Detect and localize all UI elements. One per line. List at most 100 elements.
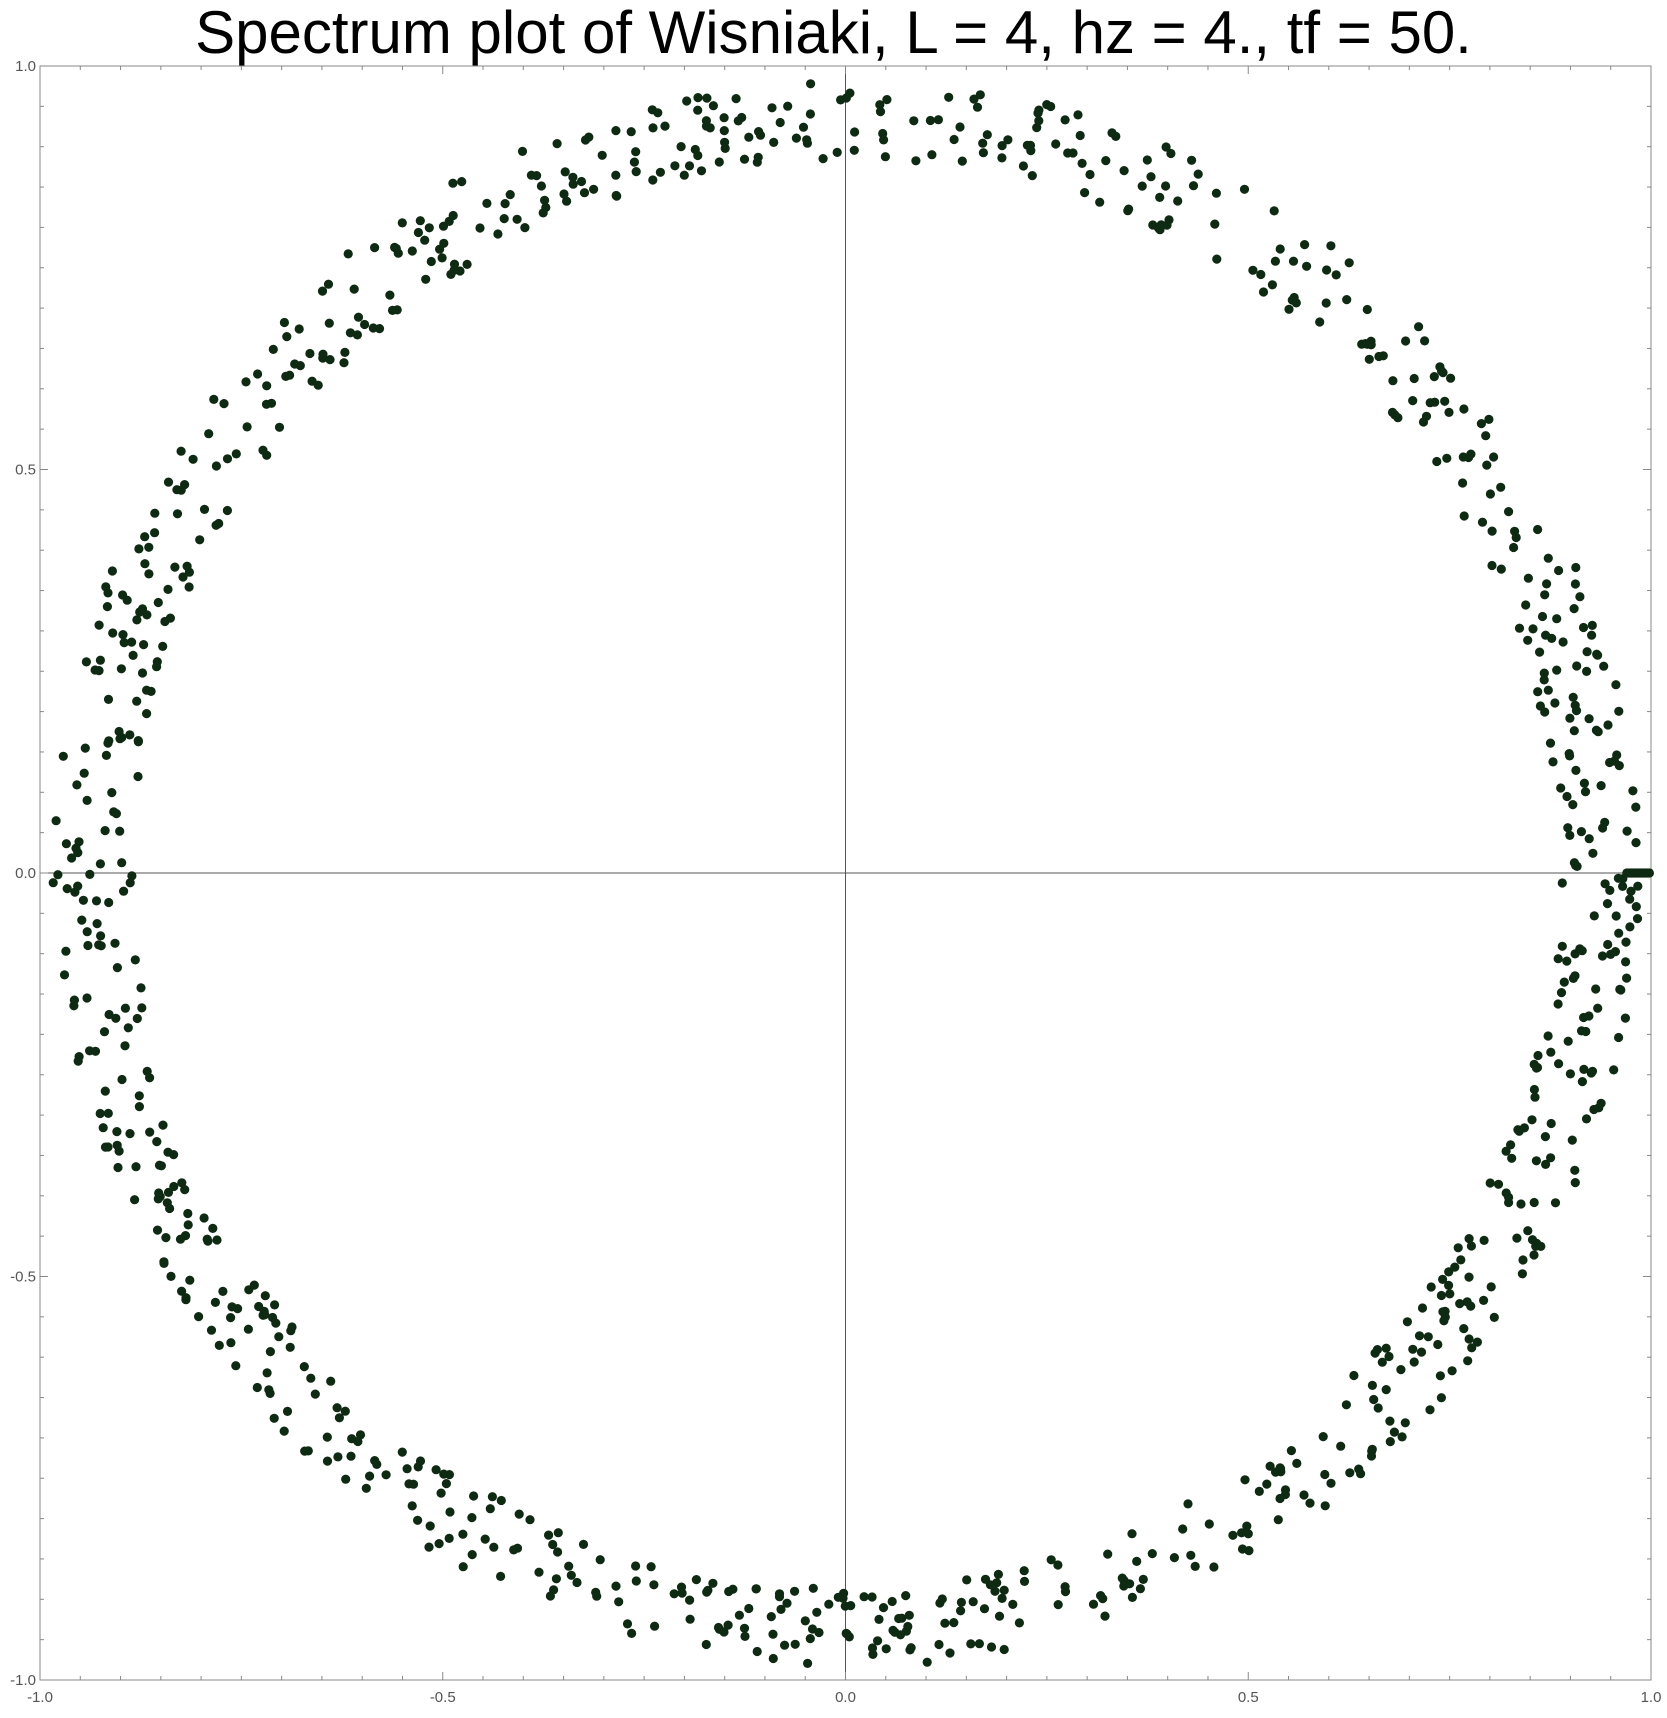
data-point	[132, 697, 141, 706]
data-point	[346, 1452, 355, 1461]
data-point	[923, 1658, 932, 1667]
points-layer	[49, 79, 1654, 1668]
data-point	[96, 859, 105, 868]
data-point	[1270, 206, 1279, 215]
data-point	[1538, 612, 1547, 621]
data-point	[140, 532, 149, 541]
data-point	[161, 1233, 170, 1242]
data-point	[323, 1457, 332, 1466]
data-point	[1554, 999, 1563, 1008]
data-point	[1571, 563, 1580, 572]
data-point	[369, 323, 378, 332]
data-point	[611, 1582, 620, 1591]
data-point	[159, 1259, 168, 1268]
data-point	[1437, 366, 1446, 375]
data-point	[981, 1575, 990, 1584]
data-point	[1536, 1242, 1545, 1251]
data-point	[1292, 1459, 1301, 1468]
data-point	[285, 371, 294, 380]
data-point	[596, 1555, 605, 1564]
data-point	[1459, 404, 1468, 413]
data-point	[1584, 1011, 1593, 1020]
data-point	[184, 1220, 193, 1229]
data-point	[60, 970, 69, 979]
data-point	[133, 772, 142, 781]
data-point	[432, 1465, 441, 1474]
data-point	[809, 1584, 818, 1593]
data-point	[300, 1447, 309, 1456]
data-point	[656, 168, 665, 177]
data-point	[70, 996, 79, 1005]
data-point	[901, 1591, 910, 1600]
data-point	[1319, 1432, 1328, 1441]
data-point	[1599, 662, 1608, 671]
data-point	[1541, 1132, 1550, 1141]
data-point	[994, 1570, 1003, 1579]
data-point	[1454, 1243, 1463, 1252]
data-point	[318, 287, 327, 296]
data-point	[117, 858, 126, 867]
data-point	[282, 332, 291, 341]
data-point	[1506, 1140, 1515, 1149]
data-point	[1571, 579, 1580, 588]
data-point	[446, 270, 455, 279]
data-point	[212, 1235, 221, 1244]
data-point	[1120, 166, 1129, 175]
data-point	[1305, 1499, 1314, 1508]
data-point	[1578, 946, 1587, 955]
data-point	[1342, 295, 1351, 304]
data-point	[969, 1597, 978, 1606]
data-point	[1051, 139, 1060, 148]
data-point	[1374, 1403, 1383, 1412]
data-point	[1571, 766, 1580, 775]
data-point	[1479, 1296, 1488, 1305]
data-point	[253, 1383, 262, 1392]
data-point	[980, 1604, 989, 1613]
data-point	[1186, 1551, 1195, 1560]
data-point	[96, 656, 105, 665]
data-point	[157, 1161, 166, 1170]
data-point	[868, 1592, 877, 1601]
data-point	[1593, 1004, 1602, 1013]
data-point	[1345, 1468, 1354, 1477]
data-point	[693, 93, 702, 102]
data-point	[1530, 1085, 1539, 1094]
data-point	[1571, 861, 1580, 870]
data-point	[154, 1194, 163, 1203]
data-point	[496, 1572, 505, 1581]
data-point	[1605, 886, 1614, 895]
data-point	[425, 223, 434, 232]
data-point	[1558, 942, 1567, 951]
data-point	[1384, 1352, 1393, 1361]
data-point	[1266, 1462, 1275, 1471]
data-point	[115, 734, 124, 743]
data-point	[767, 103, 776, 112]
data-point	[1240, 1475, 1249, 1484]
data-point	[1210, 220, 1219, 229]
data-point	[938, 1594, 947, 1603]
x-tick-label: -0.5	[430, 1689, 456, 1706]
data-point	[1085, 170, 1094, 179]
data-point	[589, 185, 598, 194]
data-point	[1068, 148, 1077, 157]
data-point	[905, 1645, 914, 1654]
data-point	[768, 1630, 777, 1639]
data-point	[1557, 988, 1566, 997]
data-point	[61, 947, 70, 956]
data-point	[708, 1579, 717, 1588]
data-point	[1289, 257, 1298, 266]
data-point	[534, 1568, 543, 1577]
data-point	[1544, 554, 1553, 563]
data-point	[170, 563, 179, 572]
data-point	[445, 1534, 454, 1543]
data-point	[1438, 1275, 1447, 1284]
data-point	[115, 1147, 124, 1156]
data-point	[1209, 1562, 1218, 1571]
data-point	[1444, 408, 1453, 417]
data-point	[136, 983, 145, 992]
data-point	[489, 1543, 498, 1552]
data-point	[632, 167, 641, 176]
data-point	[1484, 415, 1493, 424]
data-point	[1486, 489, 1495, 498]
data-point	[324, 280, 333, 289]
